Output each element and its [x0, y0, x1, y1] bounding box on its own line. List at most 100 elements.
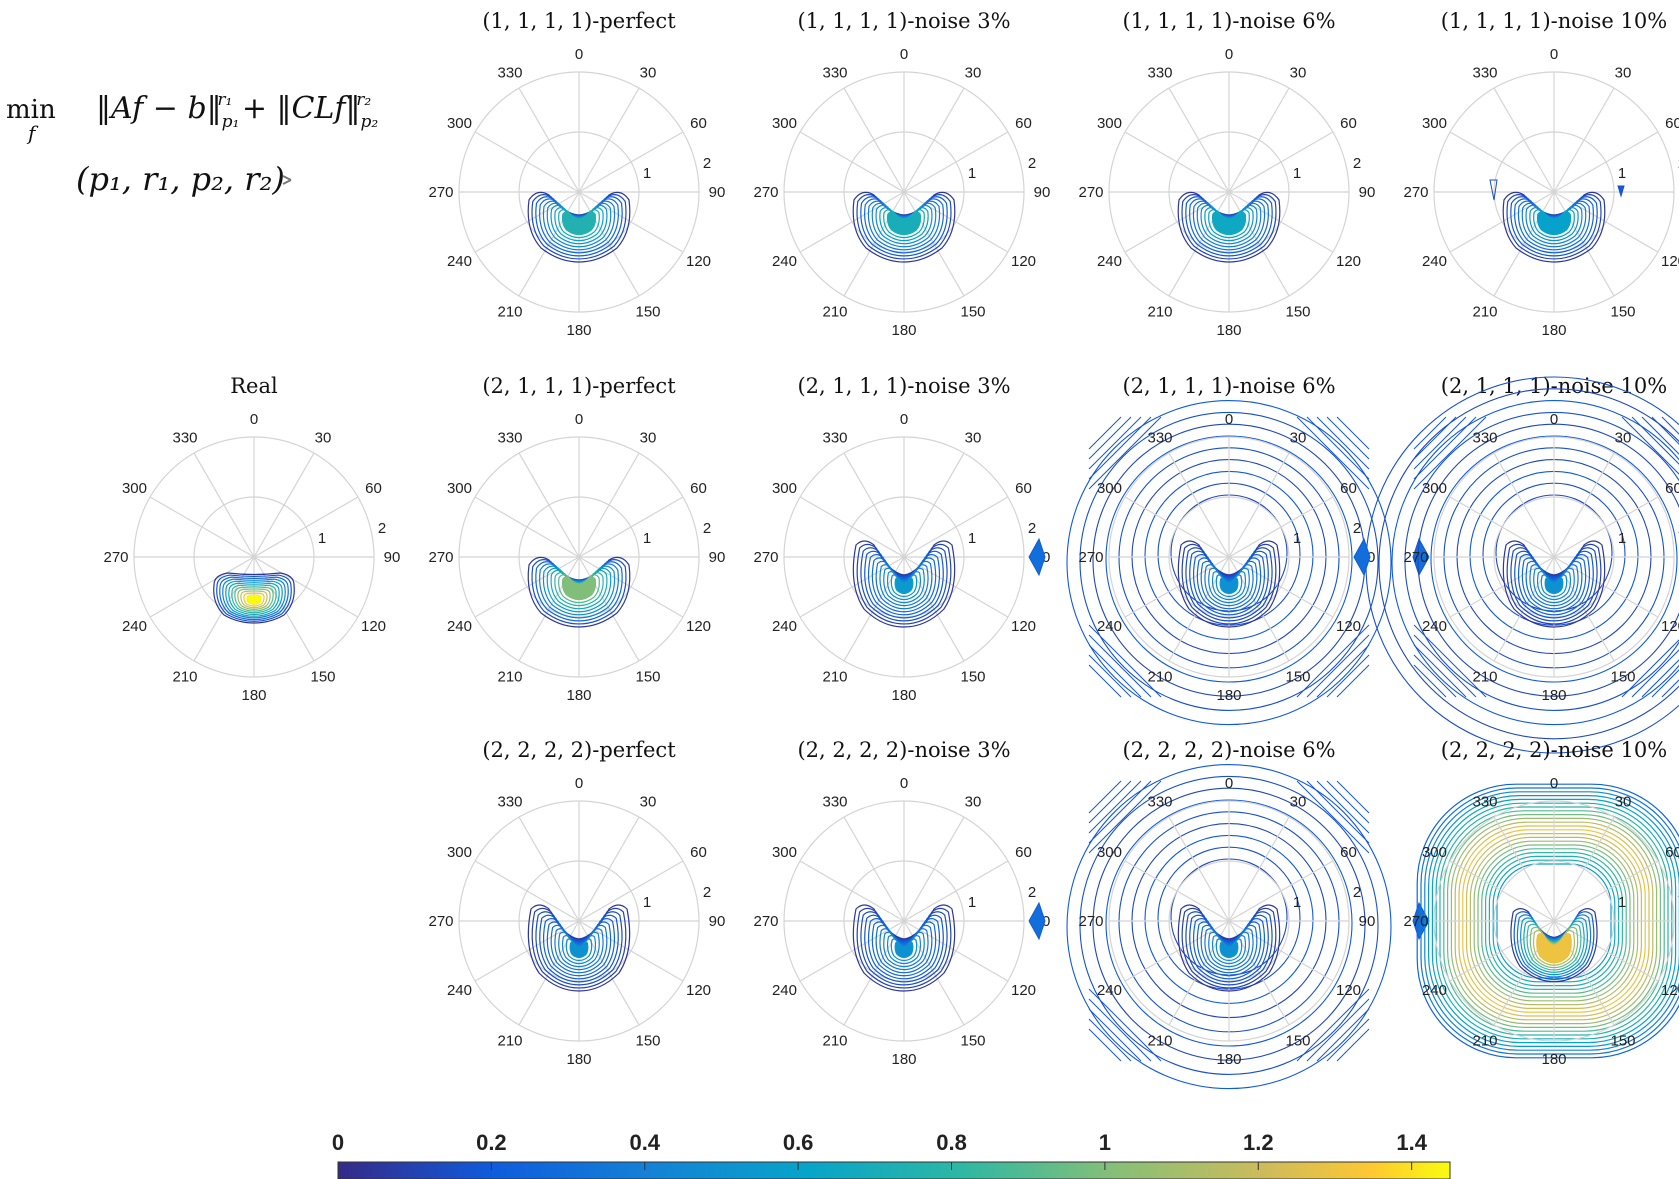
- angle-tick-label: 30: [965, 64, 982, 81]
- angle-tick-label: 240: [772, 253, 797, 270]
- colorbar: 0 0.2 0.4 0.6 0.8 1 1.2 1.4: [332, 1130, 1451, 1179]
- angle-tick-label: 120: [1661, 982, 1679, 999]
- angle-tick-label: 150: [635, 304, 660, 321]
- grid-spoke: [1168, 87, 1230, 193]
- grid-spoke: [1124, 556, 1230, 618]
- polar-grid: [783, 436, 1025, 678]
- angle-tick-label: 210: [1147, 1033, 1172, 1050]
- angle-tick-label: 120: [1661, 253, 1679, 270]
- polar-grid: [458, 800, 700, 1042]
- polar-panel: Real 0 30 60 90 120 150 180 210 240 270 300 330 1 2: [103, 374, 400, 704]
- corner-contour: [1316, 644, 1370, 698]
- radial-tick-label: 2: [1678, 520, 1679, 537]
- contour-line: [228, 582, 280, 616]
- angle-tick-label: 180: [891, 322, 916, 339]
- angle-tick-label: 150: [1285, 304, 1310, 321]
- corner-contour: [1326, 780, 1370, 824]
- angle-tick-label: 210: [1147, 304, 1172, 321]
- corner-contour: [1296, 416, 1370, 490]
- angle-tick-label: 270: [428, 913, 453, 930]
- angle-tick-label: 240: [447, 253, 472, 270]
- contour-line: [886, 211, 922, 236]
- contour-ring: [1430, 435, 1678, 683]
- radial-tick-label: 2: [1678, 884, 1679, 901]
- panel-title: (2, 2, 2, 2)-perfect: [482, 738, 676, 762]
- corner-contour: [1631, 416, 1679, 465]
- contour-set: [1502, 540, 1606, 628]
- grid-spoke: [843, 816, 905, 922]
- corner-contour: [1088, 780, 1122, 814]
- contour-line: [231, 584, 277, 614]
- grid-spoke: [903, 860, 1009, 922]
- radial-tick-label: 2: [1353, 520, 1361, 537]
- grid-spoke: [903, 131, 1009, 193]
- angle-tick-label: 330: [497, 429, 522, 446]
- corner-contour: [1088, 634, 1152, 698]
- angle-tick-label: 240: [1097, 982, 1122, 999]
- grid-spoke: [903, 191, 965, 297]
- grid-spoke: [518, 87, 580, 193]
- corner-contour: [1088, 998, 1152, 1062]
- angle-tick-label: 180: [566, 322, 591, 339]
- grid-spoke: [578, 816, 640, 922]
- radial-tick-label: 2: [703, 520, 711, 537]
- angle-tick-label: 30: [965, 793, 982, 810]
- grid-spoke: [253, 452, 315, 558]
- radial-tick-label: 2: [1353, 155, 1361, 172]
- grid-spoke: [149, 556, 255, 618]
- angle-tick-label: 210: [822, 304, 847, 321]
- contour-set: [1177, 904, 1281, 992]
- corner-contour: [1088, 654, 1132, 698]
- corner-contour: [1088, 416, 1142, 470]
- angle-tick-label: 90: [709, 549, 726, 566]
- angle-tick-label: 150: [310, 669, 335, 686]
- contour-ring: [1378, 388, 1679, 740]
- angle-tick-label: 300: [772, 115, 797, 132]
- angle-tick-label: 120: [686, 253, 711, 270]
- grid-spoke: [1124, 920, 1230, 982]
- angle-tick-label: 180: [1541, 322, 1566, 339]
- contour-set: [852, 540, 956, 628]
- angle-tick-label: 150: [635, 669, 660, 686]
- panel-title: (1, 1, 1, 1)-noise 10%: [1441, 9, 1667, 33]
- polar-grid: [458, 436, 700, 678]
- angle-tick-label: 180: [1216, 322, 1241, 339]
- angle-tick-label: 270: [753, 913, 778, 930]
- grid-spoke: [578, 920, 684, 982]
- angle-tick-label: 180: [1216, 687, 1241, 704]
- angle-tick-label: 270: [103, 549, 128, 566]
- contour-line: [225, 580, 283, 617]
- polar-grid: [783, 71, 1025, 313]
- corner-contour: [1306, 416, 1370, 480]
- corner-contour: [1621, 416, 1679, 475]
- contour-set: [1177, 540, 1281, 628]
- grid-spoke: [1449, 496, 1555, 558]
- corner-contour: [1413, 416, 1487, 490]
- formula: min f ‖Af − b‖p₁r₁ + ‖CLf‖p₂r₂ (p₁, r₁, …: [6, 90, 378, 198]
- contour-line: [246, 594, 262, 605]
- panel-title: (2, 1, 1, 1)-noise 3%: [797, 374, 1010, 398]
- contour-line: [1544, 577, 1564, 595]
- corner-contour: [1413, 664, 1447, 698]
- corner-contour: [1413, 416, 1447, 450]
- contour-set: [852, 191, 956, 263]
- grid-spoke: [578, 191, 684, 253]
- corner-contour: [1088, 780, 1162, 854]
- radial-tick-label: 1: [318, 530, 326, 547]
- angle-tick-label: 0: [575, 775, 583, 792]
- corner-contour: [1336, 664, 1370, 698]
- grid-spoke: [1553, 131, 1659, 193]
- angle-tick-label: 150: [1610, 669, 1635, 686]
- radial-tick-label: 1: [643, 894, 651, 911]
- contour-line: [894, 941, 914, 959]
- panel-title: (1, 1, 1, 1)-noise 6%: [1122, 9, 1335, 33]
- angle-tick-label: 30: [1615, 64, 1632, 81]
- angle-tick-label: 60: [1340, 480, 1357, 497]
- angle-tick-label: 300: [1422, 844, 1447, 861]
- panel-title: (2, 1, 1, 1)-noise 10%: [1441, 374, 1667, 398]
- polar-grid: [1108, 436, 1350, 678]
- angle-tick-label: 120: [361, 618, 386, 635]
- contour-line: [237, 588, 271, 610]
- corner-contour: [1088, 416, 1132, 460]
- contour-line: [1219, 941, 1239, 959]
